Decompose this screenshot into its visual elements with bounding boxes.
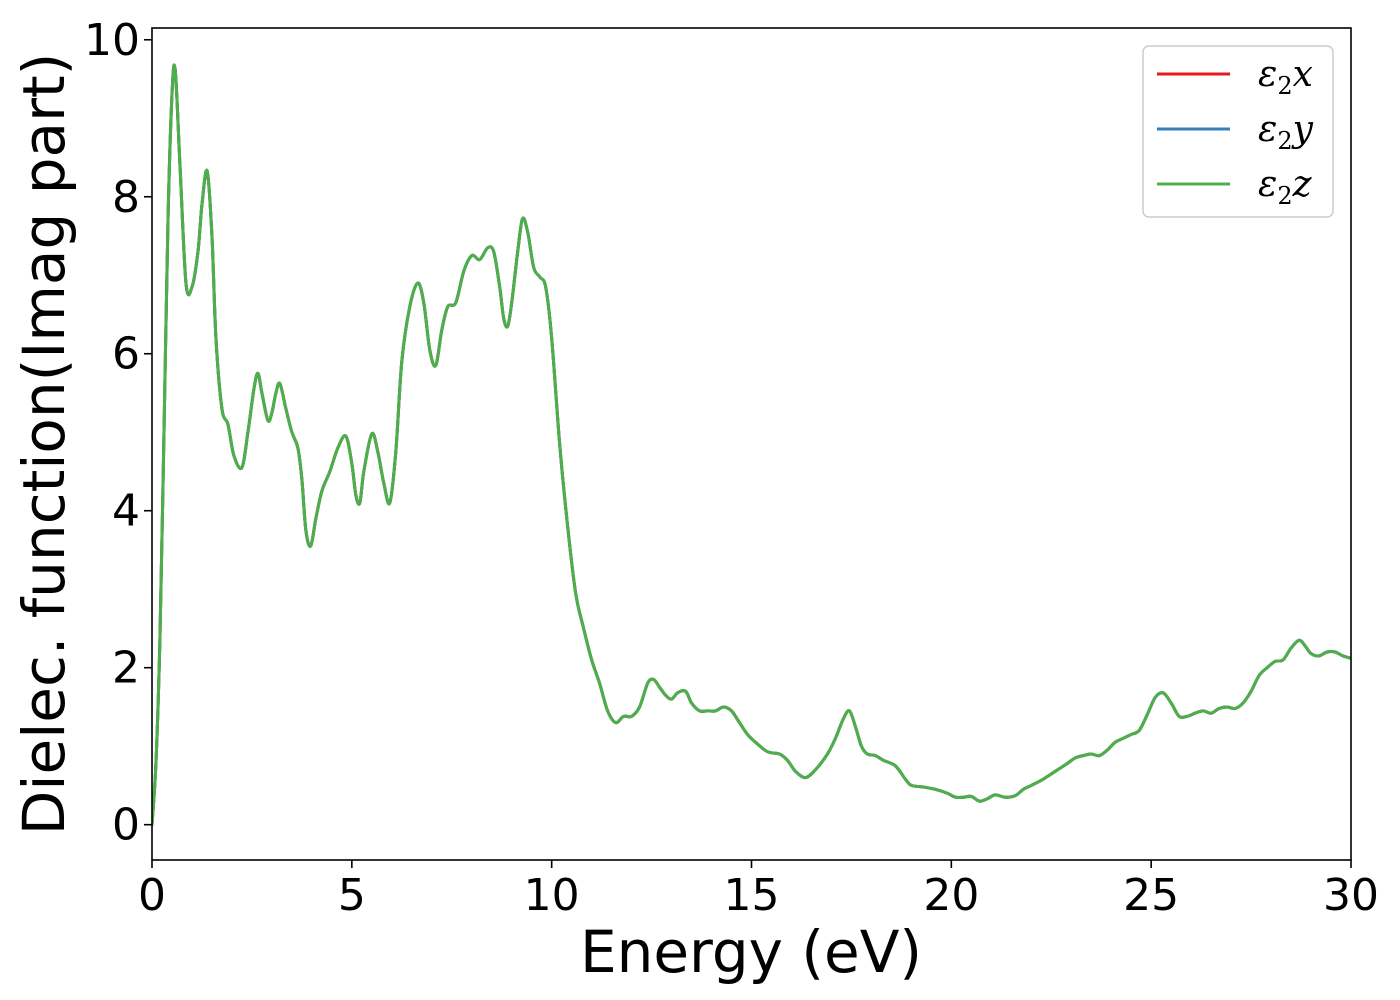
x-tick-label: 0 bbox=[138, 870, 166, 921]
y-axis-ticks: 0 2 4 6 8 10 bbox=[84, 15, 152, 851]
legend-label-1: ε2x bbox=[1258, 54, 1313, 100]
y-tick-label: 10 bbox=[84, 15, 140, 66]
x-tick-label: 20 bbox=[923, 870, 979, 921]
x-tick-label: 5 bbox=[338, 870, 366, 921]
y-tick-label: 8 bbox=[112, 172, 140, 223]
y-tick-label: 2 bbox=[112, 643, 140, 694]
x-tick-label: 15 bbox=[724, 870, 780, 921]
y-tick-label: 4 bbox=[112, 486, 140, 537]
x-tick-label: 10 bbox=[524, 870, 580, 921]
legend-label-3: ε2z bbox=[1258, 164, 1313, 210]
y-tick-label: 6 bbox=[112, 329, 140, 380]
legend-box bbox=[1142, 45, 1334, 218]
series-layer bbox=[152, 63, 1351, 827]
legend: ε2x ε2y ε2z bbox=[1142, 45, 1334, 218]
y-axis-label: Dielec. function(Imag part) bbox=[10, 53, 78, 836]
x-tick-label: 30 bbox=[1323, 870, 1379, 921]
x-axis-ticks: 0 5 10 15 20 25 30 bbox=[138, 860, 1379, 921]
legend-label-2: ε2y bbox=[1258, 109, 1314, 155]
y-tick-label: 0 bbox=[112, 800, 140, 851]
series-line-3 bbox=[152, 63, 1351, 827]
x-tick-label: 25 bbox=[1123, 870, 1179, 921]
x-axis-label: Energy (eV) bbox=[580, 918, 922, 986]
